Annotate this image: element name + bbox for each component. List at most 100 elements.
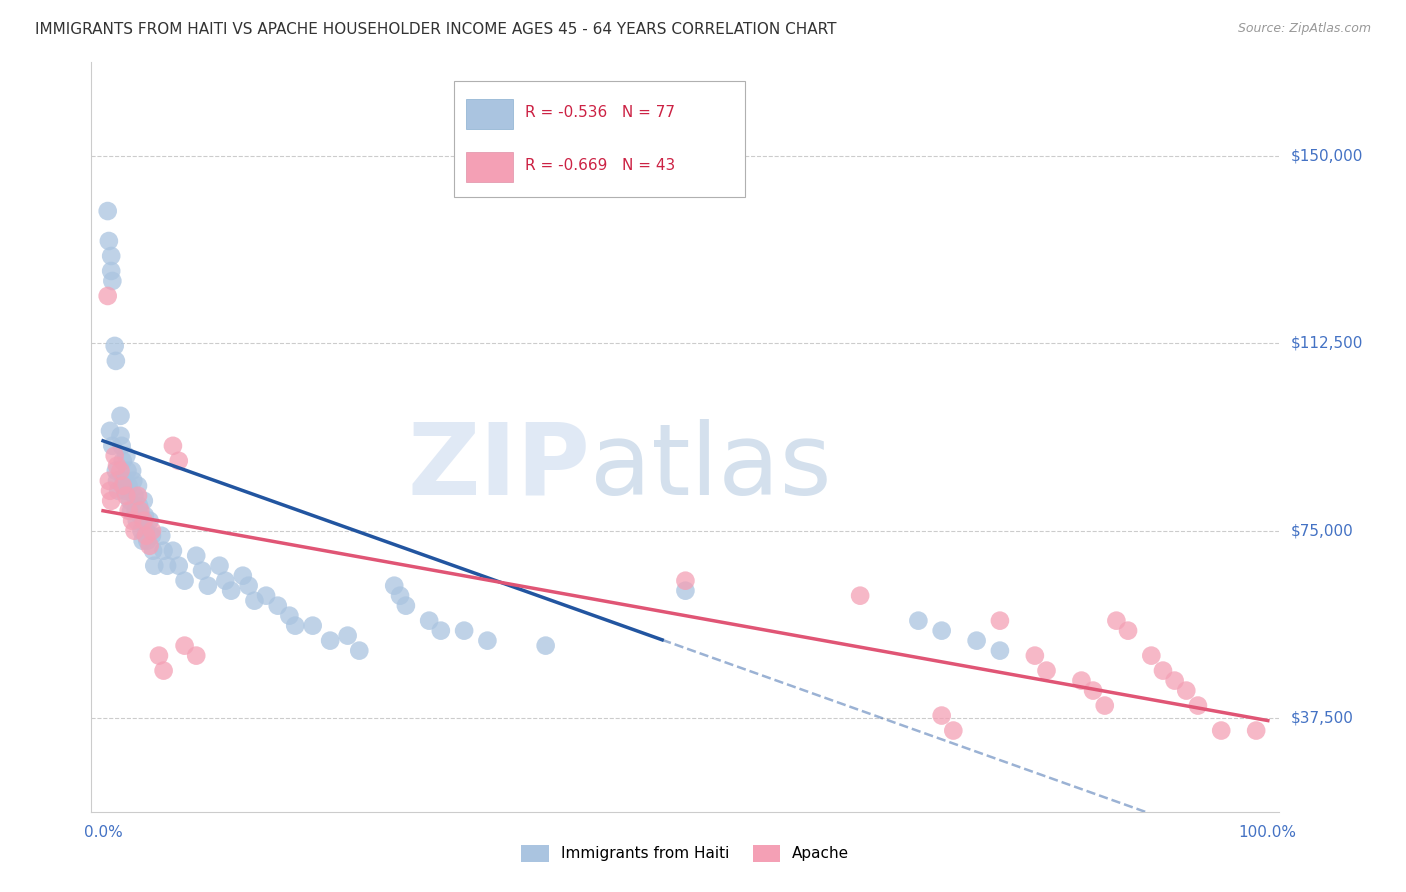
Point xyxy=(115,489,138,503)
Point xyxy=(104,449,127,463)
Point xyxy=(931,624,953,638)
Point xyxy=(1070,673,1092,688)
Point xyxy=(931,708,953,723)
Point xyxy=(118,479,141,493)
FancyBboxPatch shape xyxy=(454,81,745,197)
Point xyxy=(124,524,146,538)
Point xyxy=(966,633,988,648)
Point xyxy=(208,558,231,573)
Point xyxy=(477,633,499,648)
Point xyxy=(430,624,453,638)
Point xyxy=(988,643,1011,657)
Point xyxy=(453,624,475,638)
Point xyxy=(142,543,165,558)
Point xyxy=(112,474,135,488)
Text: $112,500: $112,500 xyxy=(1291,336,1362,351)
Point xyxy=(97,289,120,303)
FancyBboxPatch shape xyxy=(465,152,513,182)
Point xyxy=(1081,683,1104,698)
Point xyxy=(101,274,124,288)
Point xyxy=(1187,698,1209,713)
Point xyxy=(214,574,236,588)
Point xyxy=(148,648,170,663)
Point xyxy=(1244,723,1267,738)
Point xyxy=(673,574,696,588)
Point xyxy=(97,474,120,488)
Point xyxy=(104,354,127,368)
Point xyxy=(173,574,195,588)
Point xyxy=(98,424,121,438)
Point xyxy=(100,493,122,508)
Text: R = -0.669   N = 43: R = -0.669 N = 43 xyxy=(524,158,675,172)
Point xyxy=(134,508,156,523)
Point xyxy=(100,264,122,278)
Point xyxy=(124,504,146,518)
Point xyxy=(135,524,157,538)
Point xyxy=(349,643,371,657)
Point xyxy=(127,489,149,503)
Point xyxy=(382,579,405,593)
Point xyxy=(97,234,120,248)
Point xyxy=(1105,614,1128,628)
Point xyxy=(121,514,143,528)
Point xyxy=(104,464,127,478)
Point xyxy=(107,483,129,498)
Point xyxy=(1175,683,1198,698)
Point xyxy=(219,583,242,598)
Point xyxy=(129,508,152,523)
Point xyxy=(111,479,134,493)
Point xyxy=(319,633,342,648)
Point xyxy=(138,514,160,528)
Point xyxy=(162,543,184,558)
Point xyxy=(132,493,155,508)
Point xyxy=(98,483,121,498)
Text: ZIP: ZIP xyxy=(408,418,591,516)
Point xyxy=(395,599,418,613)
Point xyxy=(114,483,136,498)
Text: $37,500: $37,500 xyxy=(1291,711,1354,725)
Point xyxy=(131,524,153,538)
Point xyxy=(1211,723,1233,738)
Point xyxy=(534,639,557,653)
Point xyxy=(191,564,214,578)
Point xyxy=(389,589,412,603)
Point xyxy=(197,579,219,593)
Point xyxy=(136,533,159,548)
Point xyxy=(156,558,179,573)
Point xyxy=(101,439,124,453)
Point xyxy=(907,614,929,628)
Point xyxy=(111,439,134,453)
Point xyxy=(267,599,290,613)
Point xyxy=(254,589,277,603)
FancyBboxPatch shape xyxy=(465,99,513,129)
Text: IMMIGRANTS FROM HAITI VS APACHE HOUSEHOLDER INCOME AGES 45 - 64 YEARS CORRELATIO: IMMIGRANTS FROM HAITI VS APACHE HOUSEHOL… xyxy=(35,22,837,37)
Point xyxy=(243,593,266,607)
Point xyxy=(1035,664,1057,678)
Point xyxy=(301,618,323,632)
Point xyxy=(125,514,148,528)
Text: Source: ZipAtlas.com: Source: ZipAtlas.com xyxy=(1237,22,1371,36)
Point xyxy=(167,454,190,468)
Point xyxy=(124,489,146,503)
Point xyxy=(152,664,174,678)
Point xyxy=(129,504,152,518)
Point xyxy=(278,608,301,623)
Point xyxy=(117,464,139,478)
Point xyxy=(111,454,134,468)
Point xyxy=(849,589,872,603)
Point xyxy=(143,558,166,573)
Legend: Immigrants from Haiti, Apache: Immigrants from Haiti, Apache xyxy=(516,838,855,868)
Point xyxy=(150,529,173,543)
Point xyxy=(105,458,128,473)
Point xyxy=(115,449,138,463)
Point xyxy=(1140,648,1163,663)
Point xyxy=(127,479,149,493)
Point xyxy=(1094,698,1116,713)
Point xyxy=(673,583,696,598)
Text: atlas: atlas xyxy=(591,418,832,516)
Point xyxy=(122,474,145,488)
Point xyxy=(162,439,184,453)
Point xyxy=(118,493,141,508)
Point xyxy=(141,524,163,538)
Point xyxy=(988,614,1011,628)
